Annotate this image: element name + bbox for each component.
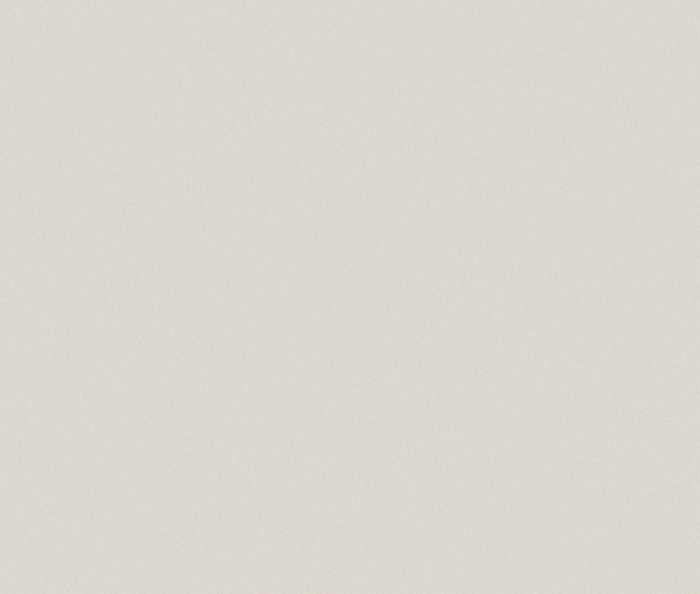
- Text: Part 1   (1 point): Part 1 (1 point): [55, 390, 230, 409]
- Text: 3rd attempt: 3rd attempt: [75, 305, 202, 324]
- Text: 1. Mg($s$), THF: 1. Mg($s$), THF: [300, 129, 421, 151]
- Text: 2D: 2D: [152, 559, 167, 569]
- Text: ↻: ↻: [86, 559, 100, 577]
- Text: ↩: ↩: [61, 559, 75, 577]
- Text: Draw the product.: Draw the product.: [35, 442, 186, 460]
- Text: Cl: Cl: [138, 90, 162, 110]
- Text: 2. CO$_2$($s$): 2. CO$_2$($s$): [300, 169, 382, 191]
- Text: ✕: ✕: [113, 563, 122, 573]
- Text: ⬕: ⬕: [29, 581, 41, 591]
- Bar: [0, 542, 700, 594]
- Text: ›: ›: [29, 271, 35, 286]
- Text: 3. H$_3$O$^+$: 3. H$_3$O$^+$: [300, 205, 373, 227]
- Text: Draw the product of the following reaction sequence.: Draw the product of the following reacti…: [22, 25, 487, 43]
